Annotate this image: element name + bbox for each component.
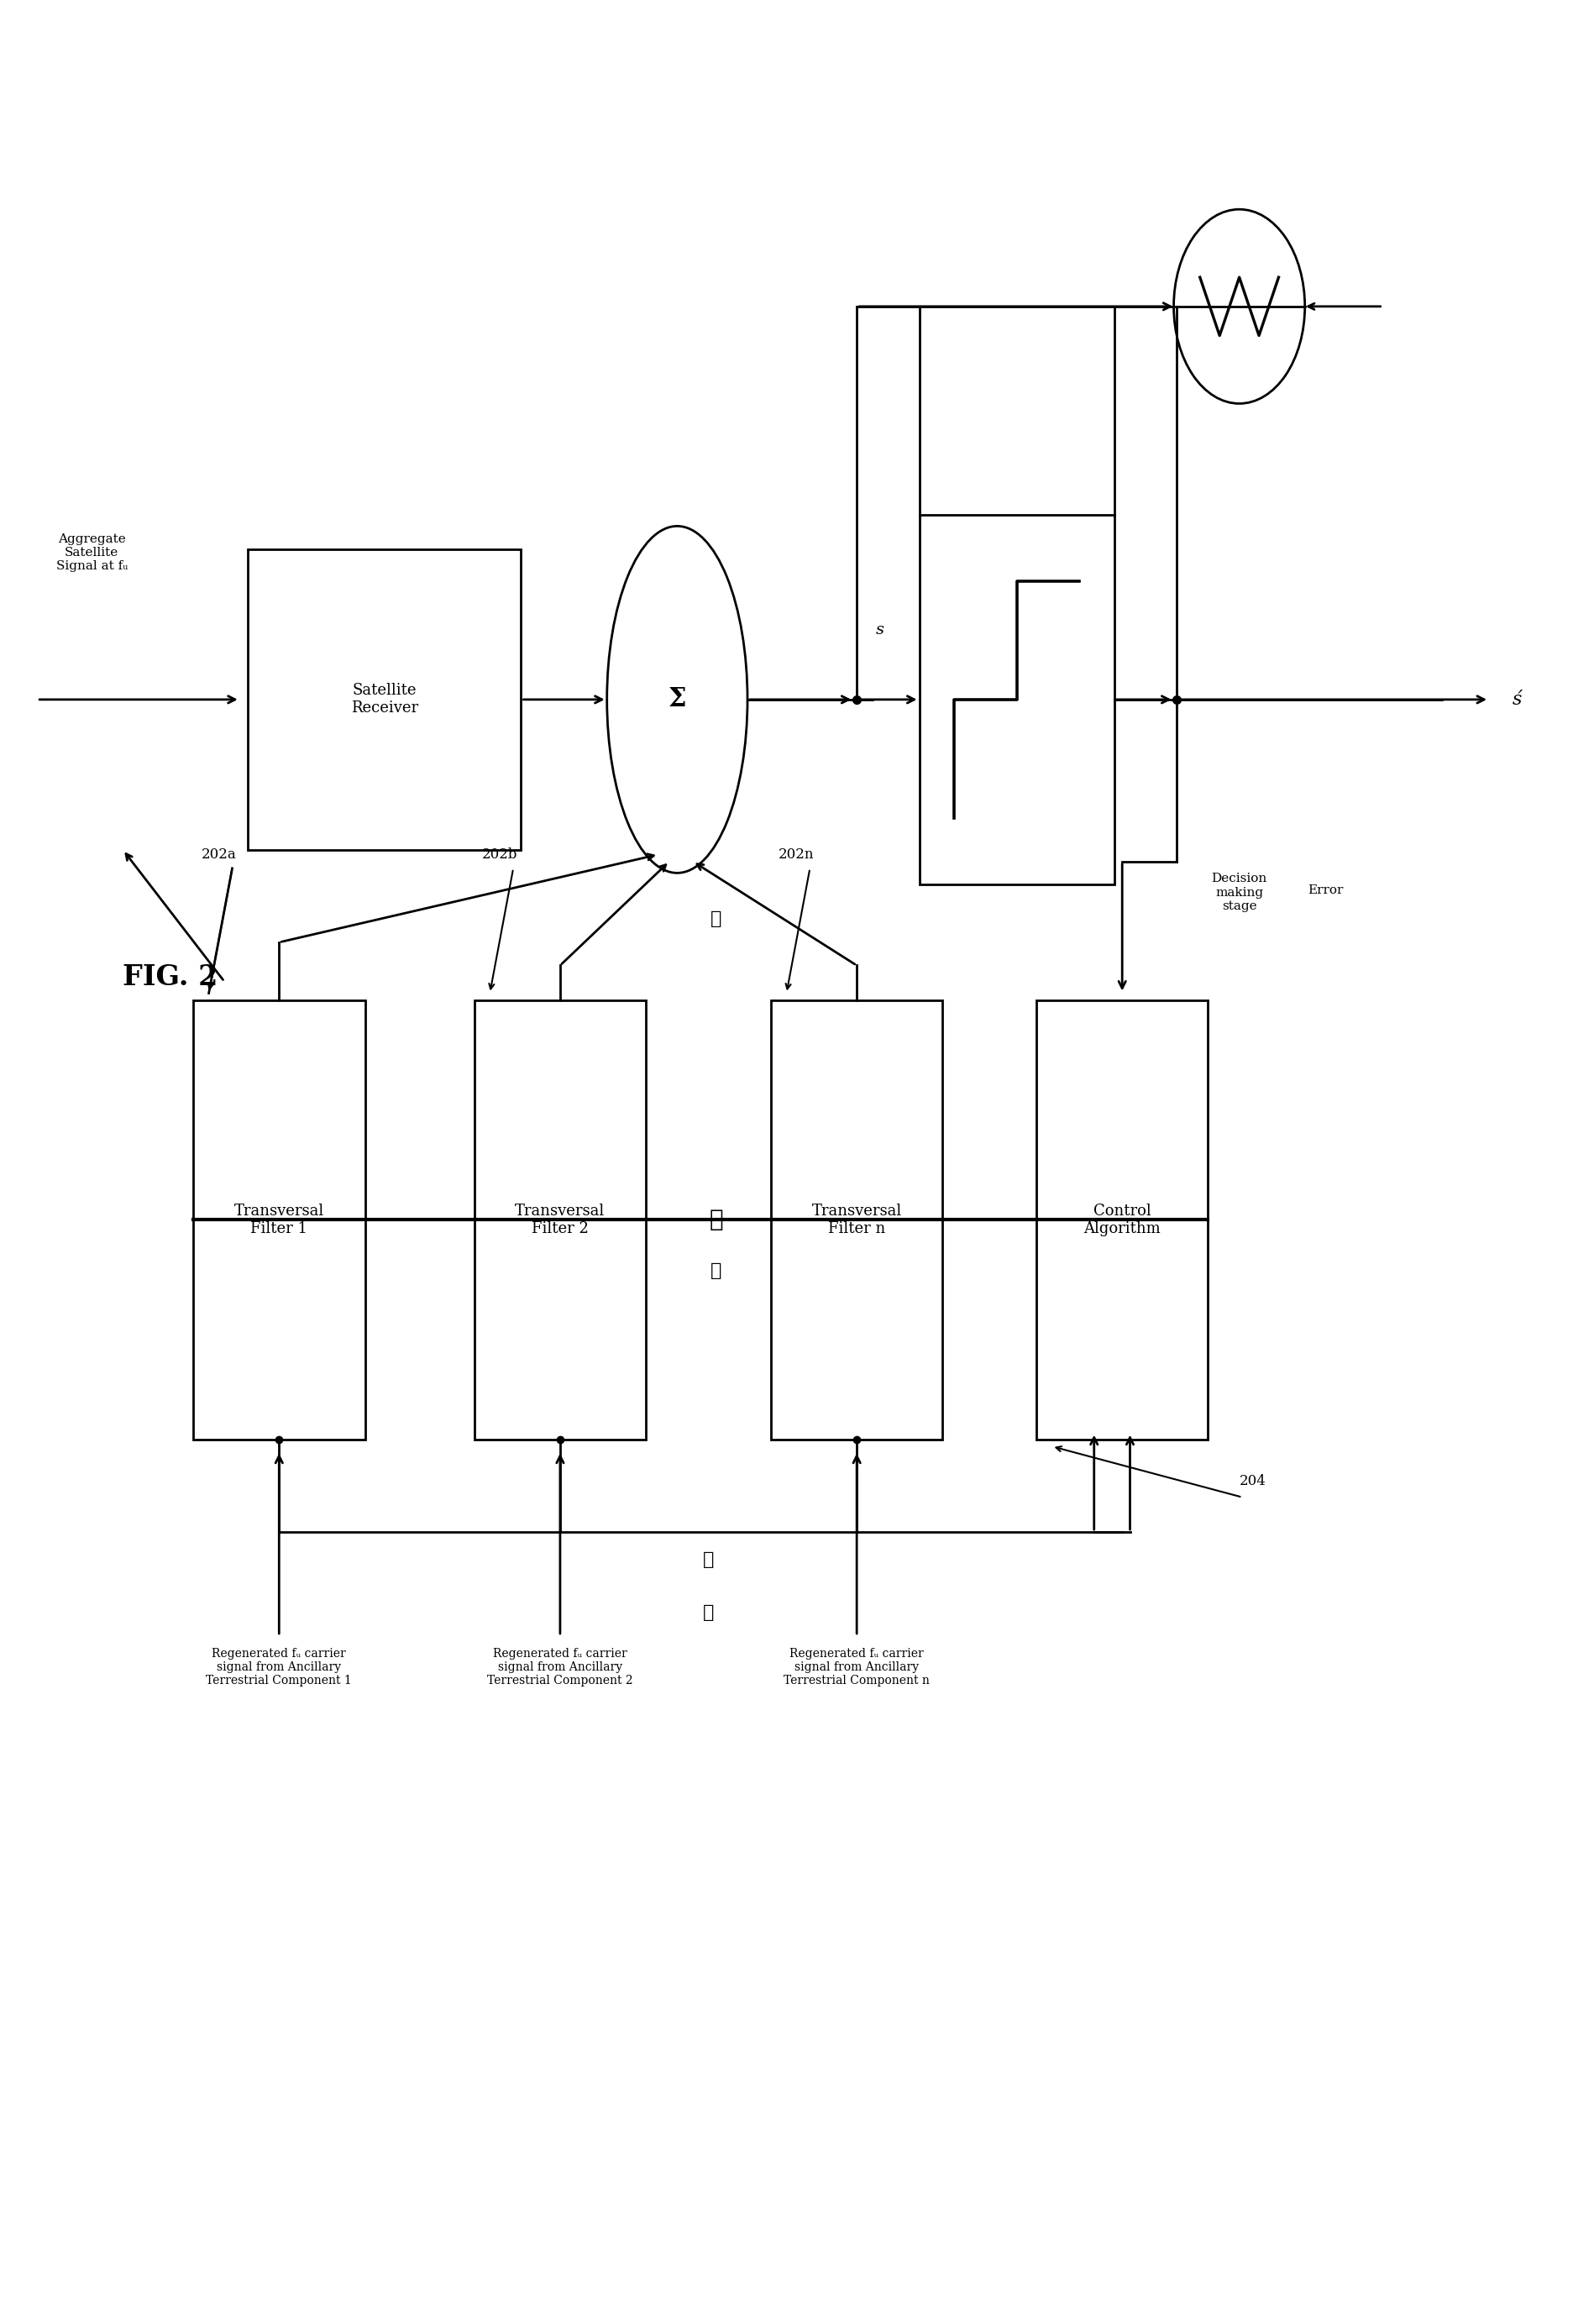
Text: FIG. 2: FIG. 2 xyxy=(123,962,219,990)
Circle shape xyxy=(1173,209,1306,404)
Text: Decision
making
stage: Decision making stage xyxy=(1211,874,1268,911)
Ellipse shape xyxy=(607,525,747,874)
Bar xyxy=(193,999,365,1439)
Text: ⋯: ⋯ xyxy=(709,1208,724,1232)
Text: 204: 204 xyxy=(1240,1473,1266,1487)
Text: Control
Algorithm: Control Algorithm xyxy=(1084,1204,1161,1236)
Text: Σ: Σ xyxy=(669,686,686,713)
Text: Transversal
Filter n: Transversal Filter n xyxy=(812,1204,901,1236)
Text: ś: ś xyxy=(1513,690,1523,709)
Text: Regenerated fᵤ carrier
signal from Ancillary
Terrestrial Component 2: Regenerated fᵤ carrier signal from Ancil… xyxy=(488,1648,632,1687)
Text: Transversal
Filter 1: Transversal Filter 1 xyxy=(234,1204,324,1236)
Text: 202b: 202b xyxy=(481,848,518,862)
Bar xyxy=(919,514,1114,885)
Text: Regenerated fᵤ carrier
signal from Ancillary
Terrestrial Component 1: Regenerated fᵤ carrier signal from Ancil… xyxy=(206,1648,352,1687)
Bar xyxy=(771,999,942,1439)
Bar xyxy=(249,548,521,851)
Text: ⋯: ⋯ xyxy=(711,911,722,930)
Text: 202n: 202n xyxy=(779,848,815,862)
Text: ⋯: ⋯ xyxy=(703,1550,714,1569)
Text: s: s xyxy=(876,623,884,637)
Bar xyxy=(1037,999,1208,1439)
Text: Error: Error xyxy=(1307,885,1343,897)
Text: Transversal
Filter 2: Transversal Filter 2 xyxy=(514,1204,606,1236)
Text: Aggregate
Satellite
Signal at fᵤ: Aggregate Satellite Signal at fᵤ xyxy=(57,535,127,572)
Bar xyxy=(473,999,647,1439)
Text: 202a: 202a xyxy=(201,848,236,862)
Text: Regenerated fᵤ carrier
signal from Ancillary
Terrestrial Component n: Regenerated fᵤ carrier signal from Ancil… xyxy=(783,1648,930,1687)
Text: Satellite
Receiver: Satellite Receiver xyxy=(351,683,418,716)
Text: ⋯: ⋯ xyxy=(711,1262,722,1281)
Text: ⋯: ⋯ xyxy=(703,1604,714,1622)
